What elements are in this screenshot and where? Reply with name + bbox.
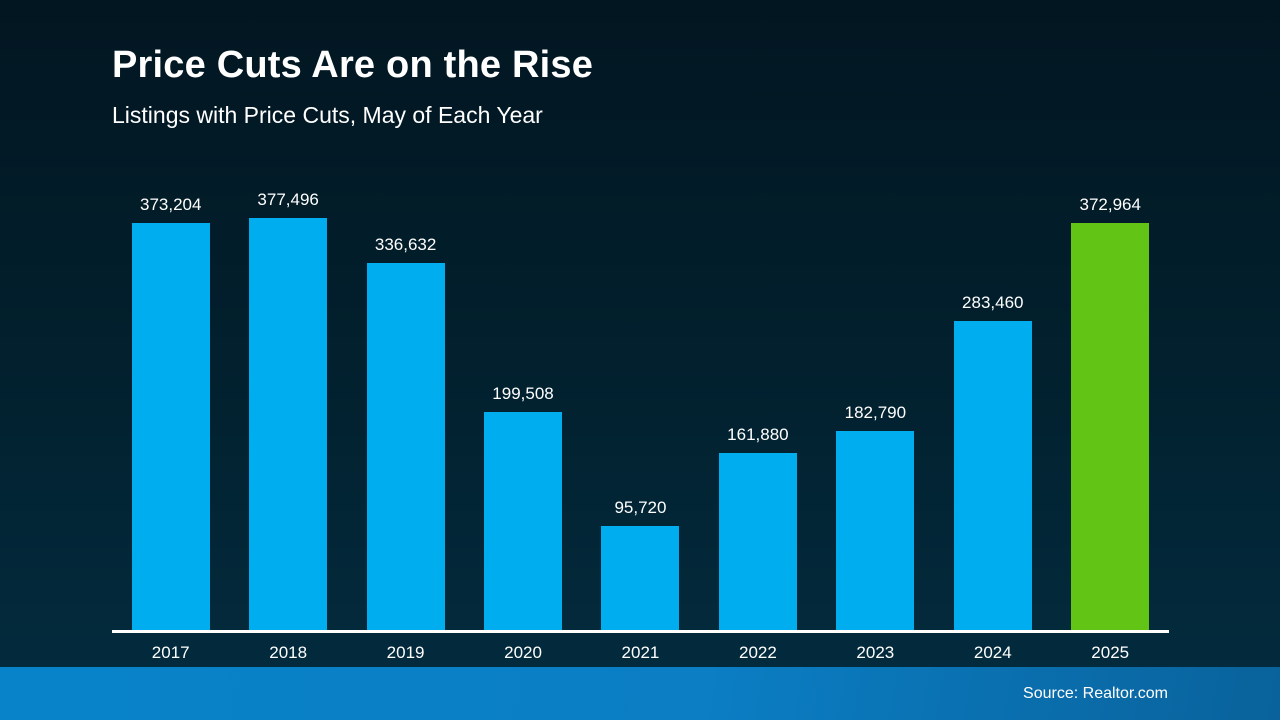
chart-column-2025: 372,964 2025	[1052, 160, 1169, 662]
bar-2023	[836, 431, 915, 630]
x-tick-label-2020: 2020	[504, 643, 542, 662]
x-tick-label-2018: 2018	[269, 643, 308, 662]
bar-value-label-2023: 182,790	[844, 403, 907, 422]
x-axis-line	[112, 630, 1169, 633]
bar-2025	[1071, 223, 1150, 630]
bar-value-label-2018: 377,496	[257, 190, 319, 209]
chart-column-2021: 95,720 2021	[582, 160, 699, 662]
bar-value-label-2025: 372,964	[1079, 195, 1141, 214]
bar-2017	[131, 223, 210, 630]
bar-value-label-2020: 199,508	[492, 384, 554, 403]
bar-value-label-2021: 95,720	[614, 498, 667, 517]
bar-2020	[484, 412, 563, 630]
chart-column-2020: 199,508 2020	[464, 160, 581, 662]
bar-2018	[249, 218, 328, 630]
bar-2021	[601, 526, 680, 630]
bar-2024	[953, 321, 1032, 630]
chart-column-2019: 336,632 2019	[347, 160, 464, 662]
x-tick-label-2019: 2019	[386, 643, 425, 662]
chart-column-2018: 377,496 2018	[229, 160, 346, 662]
chart-title: Price Cuts Are on the Rise	[112, 44, 594, 86]
source-label: Source: Realtor.com	[1023, 684, 1168, 702]
bar-2019	[366, 263, 445, 630]
chart-column-2024: 283,460 2024	[934, 160, 1051, 662]
bar-value-label-2019: 336,632	[374, 235, 437, 254]
x-tick-label-2017: 2017	[151, 643, 190, 662]
chart-column-2023: 182,790 2023	[817, 160, 934, 662]
x-tick-label-2024: 2024	[973, 643, 1012, 662]
x-tick-label-2021: 2021	[621, 643, 660, 662]
footer-bar: Source: Realtor.com	[0, 667, 1280, 720]
x-tick-label-2025: 2025	[1091, 643, 1130, 662]
x-tick-label-2022: 2022	[738, 643, 777, 662]
chart-column-2017: 373,204 2017	[112, 160, 229, 662]
bar-chart: 373,204 2017 377,496 2018 336,632 2019 199,508…	[112, 160, 1169, 662]
chart-header: Price Cuts Are on the Rise Listings with…	[112, 44, 593, 129]
bar-2022	[718, 453, 797, 630]
bar-value-label-2022: 161,880	[727, 425, 789, 444]
bar-value-label-2024: 283,460	[962, 293, 1024, 312]
x-tick-label-2023: 2023	[856, 643, 895, 662]
chart-column-2022: 161,880 2022	[699, 160, 816, 662]
chart-subtitle: Listings with Price Cuts, May of Each Ye…	[112, 102, 543, 128]
bar-value-label-2017: 373,204	[139, 195, 202, 214]
